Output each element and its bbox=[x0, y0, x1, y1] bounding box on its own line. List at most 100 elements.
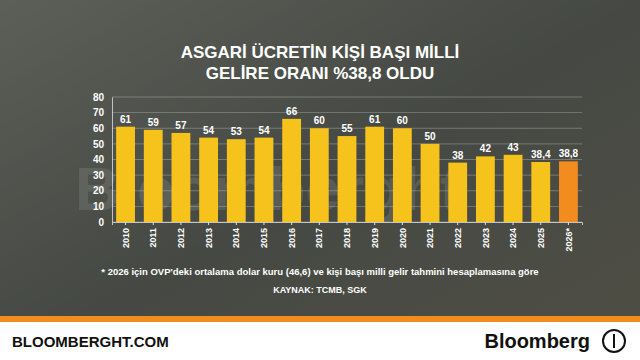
x-tick-label: 2022 bbox=[453, 228, 463, 248]
x-tick-label: 2015 bbox=[259, 228, 269, 248]
x-tick: 2025 bbox=[536, 222, 546, 248]
x-tick-label: 2010 bbox=[121, 228, 131, 248]
x-tick: 2019 bbox=[370, 222, 380, 248]
x-tick: 2014 bbox=[231, 222, 241, 248]
x-tick: 2023 bbox=[481, 222, 491, 248]
bar bbox=[227, 139, 246, 222]
x-tick-mark bbox=[291, 222, 292, 225]
x-tick-label: 2011 bbox=[148, 228, 158, 248]
grid bbox=[112, 97, 582, 222]
x-tick-mark bbox=[513, 222, 514, 225]
y-tick: 20 bbox=[93, 185, 112, 196]
source: KAYNAK: TCMB, SGK bbox=[273, 285, 367, 295]
x-tick-label: 2026* bbox=[564, 228, 574, 252]
data-label: 50 bbox=[424, 131, 436, 142]
x-tick: 2010 bbox=[121, 222, 131, 248]
y-tick-label: 40 bbox=[93, 154, 105, 165]
x-tick-label: 2016 bbox=[287, 228, 297, 248]
y-tick: 0 bbox=[98, 217, 112, 228]
y-axis-line bbox=[112, 98, 113, 223]
data-label: 66 bbox=[286, 106, 298, 117]
y-tick-label: 70 bbox=[93, 107, 105, 118]
x-tick-label: 2021 bbox=[425, 228, 435, 248]
title: GELİRE ORANI %38,8 OLDU bbox=[206, 64, 435, 83]
data-label: 60 bbox=[314, 115, 326, 126]
x-tick: 2024 bbox=[508, 222, 518, 248]
data-labels: 61595754535466605561605038424338,438,8 bbox=[120, 106, 579, 161]
bar bbox=[144, 130, 163, 222]
x-tick-label: 2017 bbox=[314, 228, 324, 248]
bar bbox=[476, 156, 495, 222]
x-tick: 2017 bbox=[314, 222, 324, 248]
data-label: 53 bbox=[231, 126, 243, 137]
x-tick-mark bbox=[430, 222, 431, 225]
y-tick-label: 80 bbox=[93, 92, 105, 103]
x-tick-mark bbox=[153, 222, 154, 225]
footer-logo-mark bbox=[613, 334, 615, 348]
x-tick-mark bbox=[374, 222, 375, 225]
x-tick-label: 2024 bbox=[508, 228, 518, 248]
x-tick-mark bbox=[540, 222, 541, 225]
x-tick: 2026* bbox=[564, 222, 574, 252]
bars bbox=[116, 119, 578, 222]
title: ASGARİ ÜCRETİN KİŞİ BAŞI MİLLİ bbox=[181, 43, 460, 62]
bar bbox=[310, 128, 329, 222]
bar bbox=[365, 127, 384, 222]
data-label: 57 bbox=[175, 120, 187, 131]
y-tick: 60 bbox=[93, 123, 112, 134]
y-tick: 80 bbox=[93, 92, 112, 103]
chart-root: BloomberghtASGARİ ÜCRETİN KİŞİ BAŞI MİLL… bbox=[0, 0, 640, 360]
x-tick-mark bbox=[180, 222, 181, 225]
y-tick: 10 bbox=[93, 201, 112, 212]
x-tick-mark bbox=[402, 222, 403, 225]
grid-line bbox=[112, 97, 582, 98]
bar bbox=[338, 136, 357, 222]
data-label: 38 bbox=[452, 150, 464, 161]
x-tick: 2021 bbox=[425, 222, 435, 248]
data-label: 55 bbox=[341, 123, 353, 134]
x-tick-label: 2018 bbox=[342, 228, 352, 248]
y-tick-label: 0 bbox=[98, 217, 104, 228]
bar bbox=[559, 161, 578, 222]
bar bbox=[531, 162, 550, 222]
y-tick-label: 10 bbox=[93, 201, 105, 212]
x-tick-label: 2020 bbox=[398, 228, 408, 248]
y-axis: 0 10 20 30 40 50 60 70 80 bbox=[93, 92, 113, 228]
bar bbox=[116, 127, 135, 222]
data-label: 38,4 bbox=[531, 149, 551, 160]
x-tick: 2022 bbox=[453, 222, 463, 248]
x-tick-mark bbox=[457, 222, 458, 225]
data-label: 38,8 bbox=[559, 148, 579, 159]
data-label: 61 bbox=[120, 114, 132, 125]
x-tick: 2015 bbox=[259, 222, 269, 248]
data-label: 43 bbox=[508, 142, 520, 153]
x-tick-label: 2014 bbox=[231, 228, 241, 248]
bar bbox=[421, 144, 440, 222]
data-label: 42 bbox=[480, 143, 492, 154]
x-tick: 2016 bbox=[287, 222, 297, 248]
y-tick-label: 30 bbox=[93, 170, 105, 181]
x-tick-mark bbox=[568, 222, 569, 225]
background-overlay bbox=[0, 0, 640, 318]
y-tick-label: 60 bbox=[93, 123, 105, 134]
y-tick: 50 bbox=[93, 139, 112, 150]
x-axis-line bbox=[113, 223, 583, 226]
x-tick-mark bbox=[125, 222, 126, 225]
data-label: 54 bbox=[258, 125, 270, 136]
x-tick: 2018 bbox=[342, 222, 352, 248]
x-axis: 2010201120122013201420152016201720182019… bbox=[113, 222, 583, 252]
background bbox=[0, 0, 640, 360]
x-tick: 2011 bbox=[148, 222, 158, 248]
footer-strip bbox=[0, 316, 640, 322]
data-label: 60 bbox=[397, 115, 409, 126]
bar bbox=[282, 119, 301, 222]
x-tick: 2020 bbox=[398, 222, 408, 248]
x-tick-mark bbox=[236, 222, 237, 225]
bar bbox=[255, 138, 274, 222]
footer-site: BLOOMBERGHT.COM bbox=[12, 333, 169, 350]
x-tick: 2013 bbox=[204, 222, 214, 248]
bar bbox=[448, 163, 467, 222]
y-tick: 40 bbox=[93, 154, 112, 165]
y-tick: 70 bbox=[93, 107, 112, 118]
data-label: 54 bbox=[203, 125, 215, 136]
